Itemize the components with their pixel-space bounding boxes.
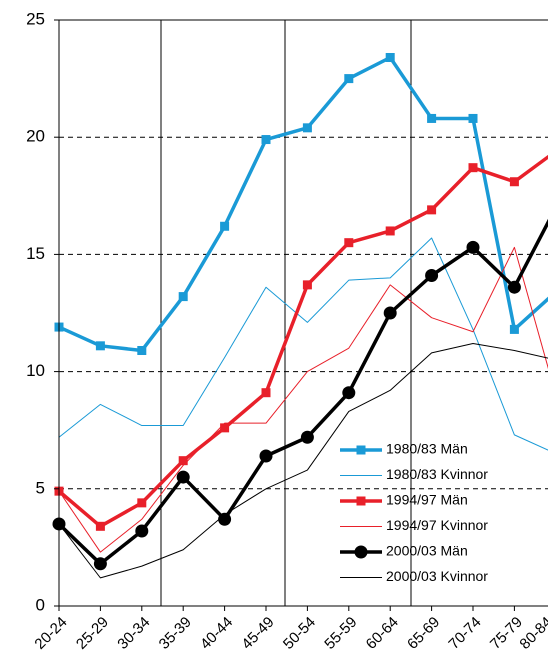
- marker: [220, 423, 230, 433]
- marker: [176, 470, 190, 484]
- marker: [356, 496, 366, 506]
- marker: [344, 238, 354, 248]
- legend-label: 1994/97 Män: [386, 492, 468, 508]
- marker: [468, 163, 478, 173]
- marker: [385, 226, 395, 236]
- grid: [59, 19, 548, 490]
- legend-label: 1994/97 Kvinnor: [386, 517, 488, 533]
- y-tick-label: 10: [26, 361, 45, 380]
- marker: [425, 268, 439, 282]
- marker: [509, 324, 519, 334]
- marker: [95, 521, 105, 531]
- series-line: [58, 55, 548, 353]
- x-tick-label: 35-39: [156, 614, 195, 653]
- x-tick-label: 30-34: [114, 614, 153, 653]
- x-tick-label: 25-29: [73, 614, 112, 653]
- marker: [427, 113, 437, 123]
- x-tick-label: 20-24: [31, 614, 70, 653]
- x-tick-label: 65-69: [404, 614, 443, 653]
- marker: [427, 205, 437, 215]
- marker: [302, 123, 312, 133]
- marker: [300, 430, 314, 444]
- marker: [507, 280, 521, 294]
- marker: [385, 53, 395, 63]
- x-tick-label: 50-54: [280, 614, 319, 653]
- y-tick-label: 15: [26, 244, 45, 263]
- marker: [261, 135, 271, 145]
- marker: [344, 74, 354, 84]
- marker: [261, 388, 271, 398]
- x-tick-label: 75-79: [487, 614, 526, 653]
- separators: [160, 20, 412, 606]
- x-tick-label: 70-74: [445, 614, 484, 653]
- marker: [95, 341, 105, 351]
- x-tick-label: 40-44: [197, 614, 236, 653]
- legend-label: 2000/03 Kvinnor: [386, 568, 488, 584]
- series-line: [57, 218, 548, 566]
- marker: [137, 498, 147, 508]
- y-tick-label: 5: [36, 478, 45, 497]
- marker: [259, 449, 273, 463]
- y-tick-label: 20: [26, 127, 45, 146]
- marker: [178, 456, 188, 466]
- marker: [178, 292, 188, 302]
- marker: [342, 386, 356, 400]
- y-tick-label: 25: [26, 9, 45, 28]
- x-tick-label: 55-59: [321, 614, 360, 653]
- legend-label: 1980/83 Kvinnor: [386, 466, 488, 482]
- series-line: [58, 342, 548, 579]
- marker: [468, 113, 478, 123]
- marker: [354, 545, 368, 559]
- marker: [356, 445, 366, 455]
- x-tick-label: 45-49: [238, 614, 277, 653]
- marker: [509, 177, 519, 187]
- series-line: [58, 237, 548, 451]
- marker: [137, 346, 147, 356]
- series-line: [58, 246, 548, 553]
- marker: [218, 512, 232, 526]
- legend: 1980/83 Män 1980/83 Kvinnor 1994/97 Män 199…: [340, 441, 488, 584]
- x-tick-label: 60-64: [363, 614, 402, 653]
- marker: [220, 221, 230, 231]
- y-tick-label: 0: [36, 595, 45, 614]
- marker: [466, 240, 480, 254]
- marker: [383, 306, 397, 320]
- x-tick-label: 80-84: [516, 614, 548, 653]
- legend-label: 1980/83 Män: [386, 441, 468, 457]
- marker: [93, 557, 107, 571]
- legend-label: 2000/03 Män: [386, 543, 468, 559]
- marker: [302, 280, 312, 290]
- series: [52, 53, 548, 579]
- marker: [135, 524, 149, 538]
